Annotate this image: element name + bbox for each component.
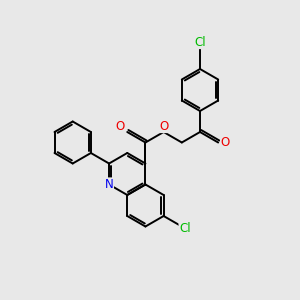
Text: O: O — [159, 119, 168, 133]
Text: N: N — [105, 178, 113, 191]
Text: O: O — [116, 121, 125, 134]
Text: O: O — [220, 136, 230, 149]
Text: Cl: Cl — [179, 222, 191, 235]
Text: Cl: Cl — [194, 35, 206, 49]
